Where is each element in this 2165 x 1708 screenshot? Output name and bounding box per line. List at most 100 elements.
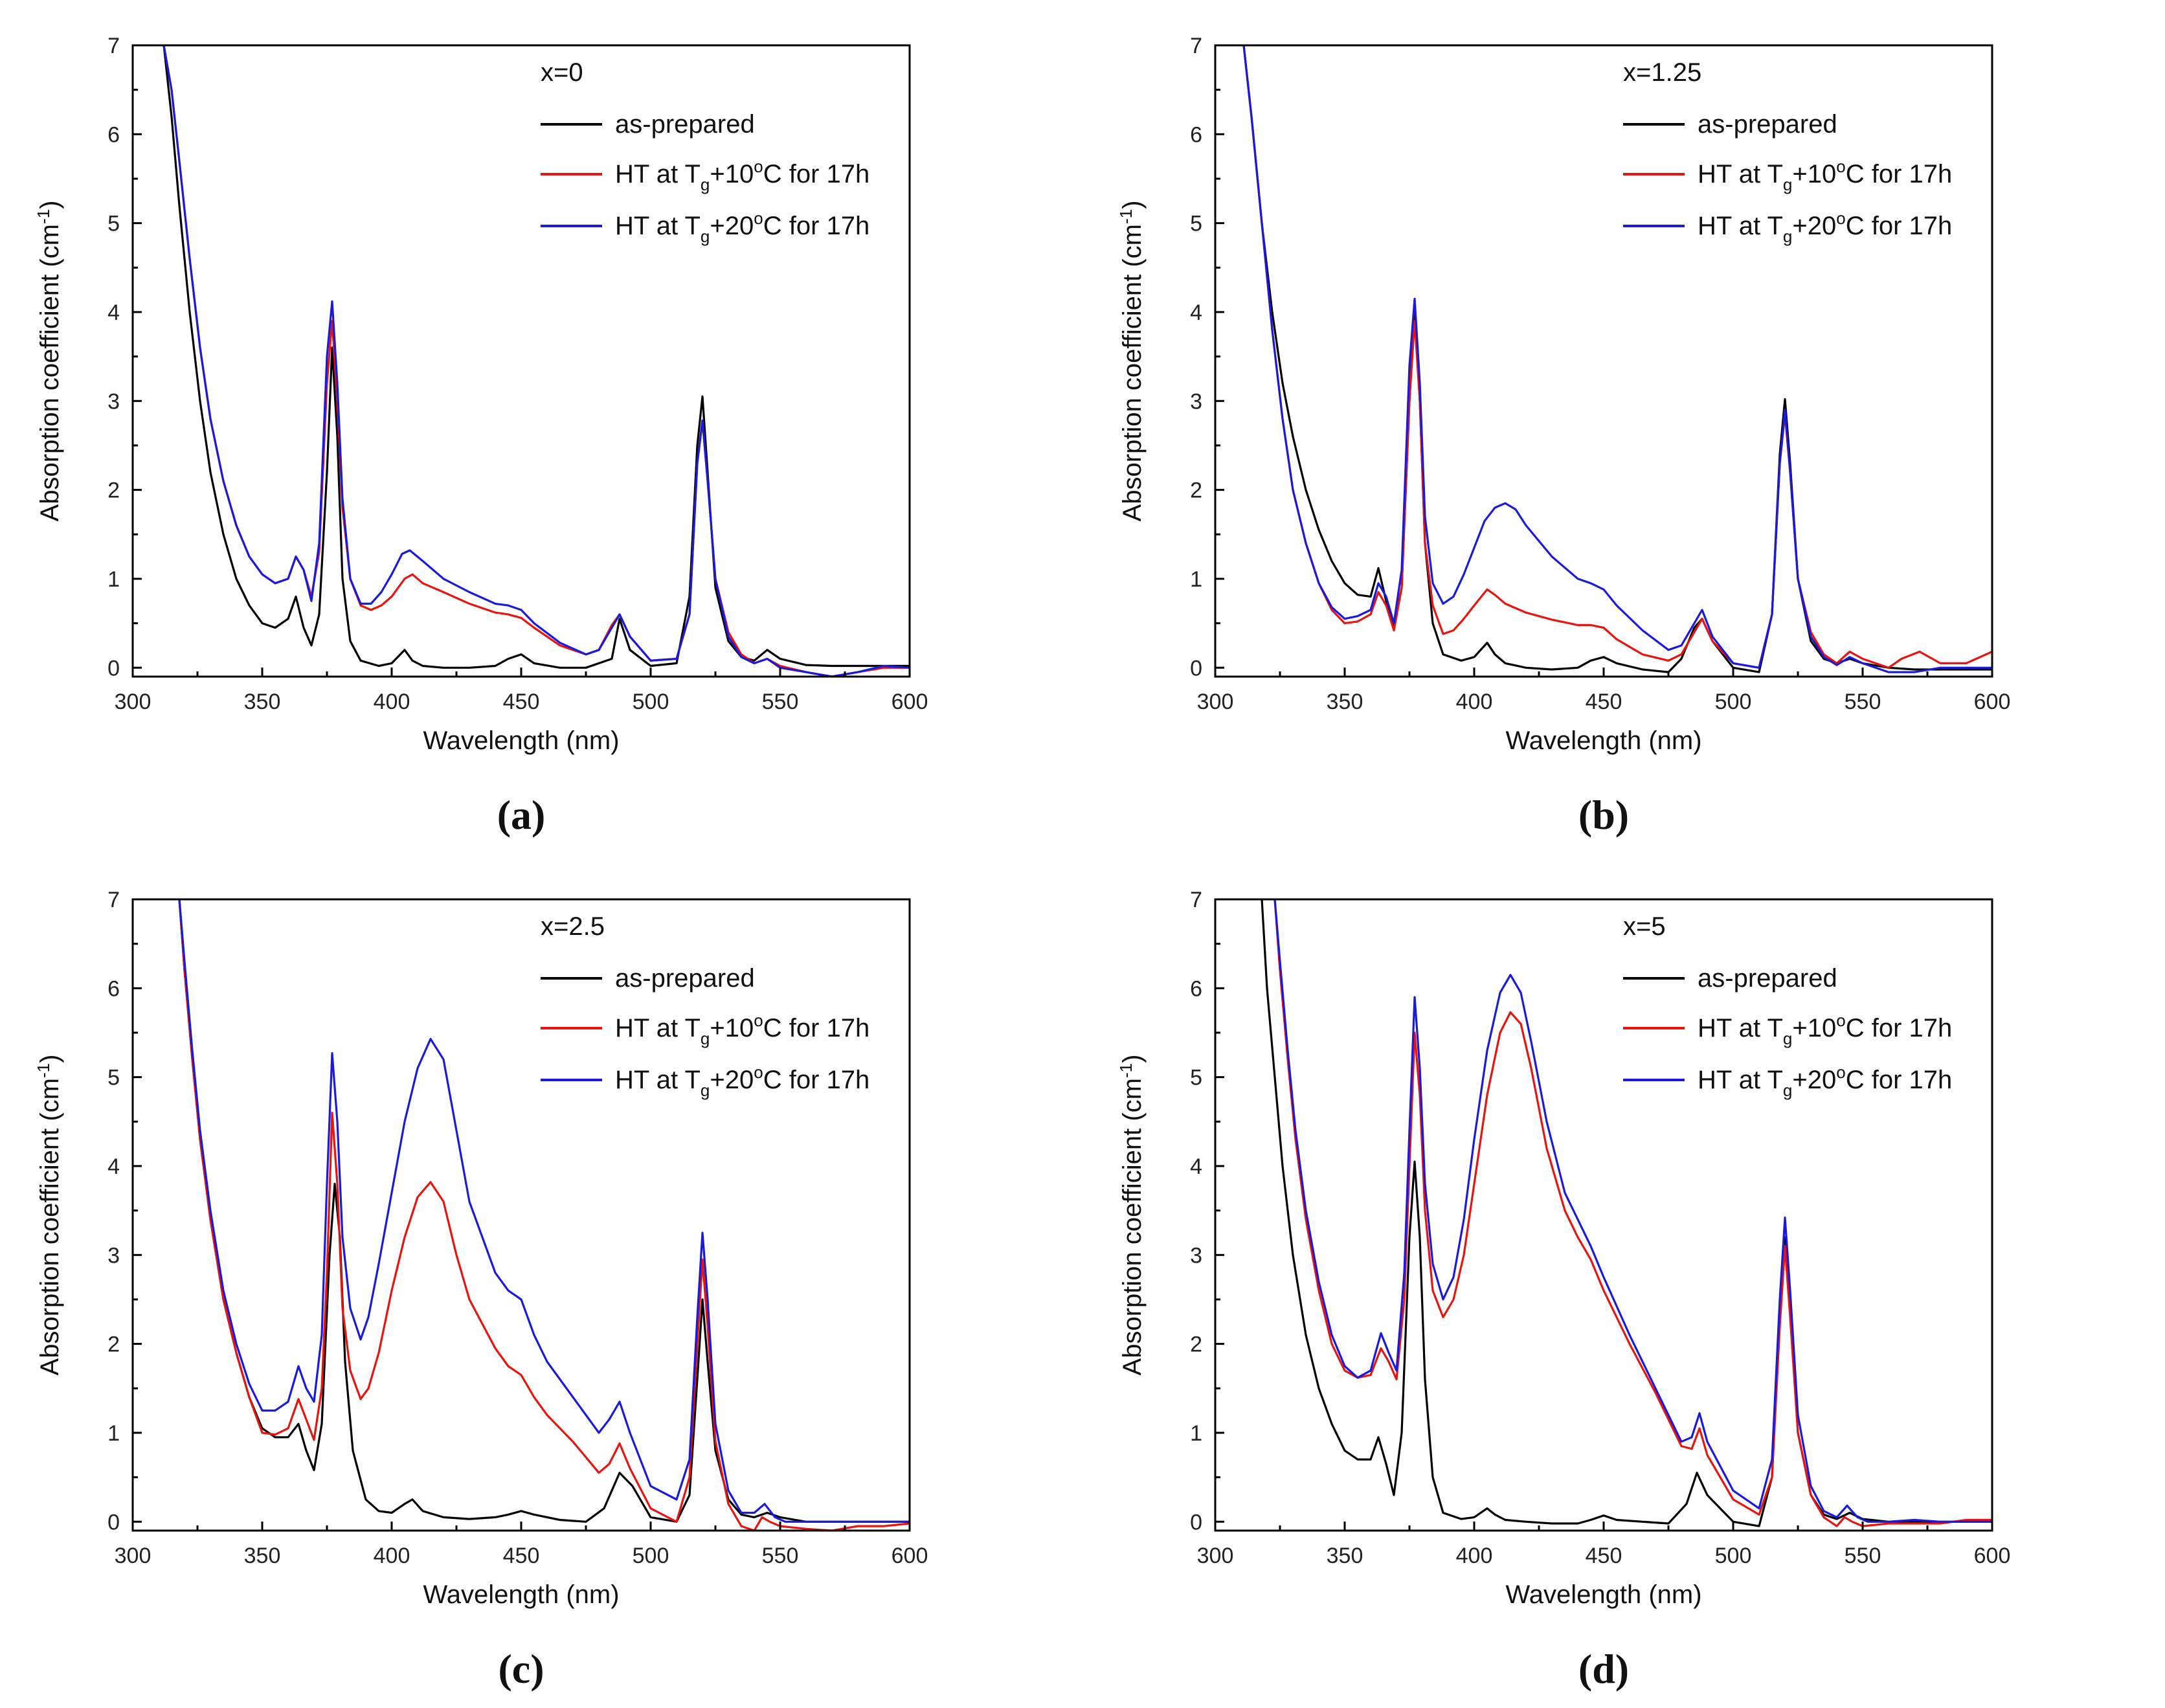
x-tick-label: 550 bbox=[762, 690, 799, 714]
series-line-ht20 bbox=[178, 899, 910, 1523]
legend-label-as-prepared: as-prepared bbox=[615, 110, 755, 139]
x-tick-label: 450 bbox=[1586, 690, 1622, 714]
plot-area bbox=[1242, 45, 1992, 673]
series-line-ht10 bbox=[163, 45, 910, 677]
x-tick-label: 350 bbox=[244, 1544, 281, 1568]
y-tick-label: 6 bbox=[1190, 122, 1202, 147]
y-tick-label: 0 bbox=[1190, 1510, 1202, 1534]
series-line-as-prepared bbox=[163, 45, 910, 669]
x-tick-label: 450 bbox=[1586, 1544, 1622, 1568]
x-axis-label: Wavelength (nm) bbox=[1505, 726, 1701, 755]
y-tick-label: 4 bbox=[107, 300, 120, 325]
x-axis-label: Wavelength (nm) bbox=[423, 1580, 619, 1609]
chart-panel-c: 300 350 400 450 500 550 600 0 1 2 3 4 5 6 7 Wavelength … bbox=[0, 854, 1082, 1708]
x-tick-label: 500 bbox=[633, 690, 669, 714]
y-tick-label: 2 bbox=[1190, 478, 1202, 503]
y-tick-label: 3 bbox=[107, 389, 120, 414]
x-tick-label: 350 bbox=[244, 690, 281, 714]
legend-title: x=2.5 bbox=[541, 912, 605, 941]
series-line-ht20 bbox=[163, 45, 910, 677]
legend-label-ht20: HT at Tg+20oC for 17h bbox=[1698, 1062, 1952, 1100]
y-tick-label: 7 bbox=[107, 34, 120, 58]
x-tick-label: 400 bbox=[374, 1544, 410, 1568]
x-tick-label: 550 bbox=[762, 1544, 799, 1568]
y-tick-label: 6 bbox=[107, 976, 120, 1001]
x-tick-label: 550 bbox=[1845, 690, 1881, 714]
panel-label: (b) bbox=[1578, 792, 1629, 838]
y-axis-label: Absorption coefficient (cm-1) bbox=[34, 1055, 64, 1376]
legend-label-ht20: HT at Tg+20oC for 17h bbox=[1698, 208, 1952, 246]
y-tick-label: 0 bbox=[107, 656, 120, 680]
x-tick-label: 600 bbox=[892, 1544, 928, 1568]
x-tick-label: 400 bbox=[374, 690, 410, 714]
legend-label-ht20: HT at Tg+20oC for 17h bbox=[615, 1062, 869, 1100]
y-tick-label: 4 bbox=[1190, 300, 1202, 325]
series-line-as-prepared bbox=[1242, 45, 1992, 673]
y-tick-label: 1 bbox=[107, 1421, 120, 1446]
x-tick-label: 300 bbox=[1197, 1544, 1234, 1568]
legend-label-ht10: HT at Tg+10oC for 17h bbox=[615, 1011, 869, 1048]
plot-frame bbox=[131, 898, 911, 1532]
chart-panel-a: 300 350 400 450 500 550 600 0 1 2 3 4 5 6 7 Wavelength … bbox=[0, 0, 1082, 854]
x-tick-label: 400 bbox=[1456, 1544, 1493, 1568]
x-tick-label: 300 bbox=[115, 690, 151, 714]
x-tick-label: 400 bbox=[1456, 690, 1493, 714]
y-tick-label: 2 bbox=[1190, 1332, 1202, 1357]
legend-label-ht10: HT at Tg+10oC for 17h bbox=[1698, 1011, 1952, 1048]
x-tick-label: 500 bbox=[633, 1544, 669, 1568]
chart-panel-d: 300 350 400 450 500 550 600 0 1 2 3 4 5 6 7 Wavelength … bbox=[1082, 854, 2165, 1708]
x-tick-label: 600 bbox=[1974, 1544, 2011, 1568]
panel-label: (a) bbox=[497, 792, 546, 838]
chart-c-svg: 300 350 400 450 500 550 600 0 1 2 3 4 5 6 7 Wavelength … bbox=[34, 888, 928, 1692]
y-tick-label: 1 bbox=[107, 567, 120, 592]
panel-label: (c) bbox=[498, 1646, 544, 1692]
y-tick-label: 3 bbox=[107, 1243, 120, 1268]
chart-b-svg: 300 350 400 450 500 550 600 0 1 2 3 4 5 6 7 Wavelength … bbox=[1116, 34, 2010, 838]
series-line-ht20 bbox=[1242, 45, 1992, 673]
chart-a-svg: 300 350 400 450 500 550 600 0 1 2 3 4 5 6 7 Wavelength … bbox=[34, 34, 928, 838]
y-tick-label: 2 bbox=[107, 1332, 120, 1357]
y-tick-label: 5 bbox=[1190, 212, 1202, 236]
series-line-ht10 bbox=[1273, 899, 1992, 1527]
series-line-ht10 bbox=[1242, 45, 1992, 669]
y-tick-label: 5 bbox=[107, 1066, 120, 1090]
legend-label-ht20: HT at Tg+20oC for 17h bbox=[615, 208, 869, 246]
legend-title: x=1.25 bbox=[1623, 58, 1701, 87]
x-tick-label: 350 bbox=[1327, 1544, 1363, 1568]
y-tick-label: 1 bbox=[1190, 567, 1202, 592]
y-tick-label: 3 bbox=[1190, 1243, 1202, 1268]
y-tick-label: 7 bbox=[1190, 888, 1202, 912]
plot-frame bbox=[131, 44, 911, 678]
panel-label: (d) bbox=[1578, 1646, 1629, 1692]
y-tick-label: 7 bbox=[107, 888, 120, 912]
x-tick-label: 550 bbox=[1845, 1544, 1881, 1568]
legend-label-ht10: HT at Tg+10oC for 17h bbox=[615, 157, 869, 194]
x-axis-label: Wavelength (nm) bbox=[1505, 1580, 1701, 1609]
y-tick-label: 6 bbox=[1190, 976, 1202, 1001]
y-tick-label: 0 bbox=[1190, 656, 1202, 680]
y-tick-label: 7 bbox=[1190, 34, 1202, 58]
plot-frame bbox=[1214, 44, 1993, 678]
x-tick-label: 600 bbox=[892, 690, 928, 714]
legend-label-as-prepared: as-prepared bbox=[1698, 110, 1837, 139]
x-axis-label: Wavelength (nm) bbox=[423, 726, 619, 755]
legend-label-as-prepared: as-prepared bbox=[615, 964, 755, 993]
legend-title: x=0 bbox=[541, 58, 583, 87]
series-line-as-prepared bbox=[1261, 899, 1992, 1527]
legend-title: x=5 bbox=[1623, 912, 1666, 941]
y-tick-label: 0 bbox=[107, 1510, 120, 1534]
y-tick-label: 5 bbox=[1190, 1066, 1202, 1090]
y-axis-label: Absorption coefficient (cm-1) bbox=[1116, 201, 1147, 522]
y-axis-label: Absorption coefficient (cm-1) bbox=[34, 201, 64, 522]
plot-area bbox=[1261, 899, 1992, 1527]
x-tick-label: 300 bbox=[1197, 690, 1234, 714]
plot-area bbox=[163, 45, 910, 677]
x-tick-label: 500 bbox=[1715, 1544, 1752, 1568]
y-tick-label: 4 bbox=[107, 1154, 120, 1179]
x-tick-label: 500 bbox=[1715, 690, 1752, 714]
y-tick-label: 5 bbox=[107, 212, 120, 236]
y-axis-label: Absorption coefficient (cm-1) bbox=[1116, 1055, 1147, 1376]
x-tick-label: 350 bbox=[1327, 690, 1363, 714]
series-line-ht10 bbox=[178, 899, 910, 1531]
x-tick-label: 450 bbox=[503, 690, 540, 714]
